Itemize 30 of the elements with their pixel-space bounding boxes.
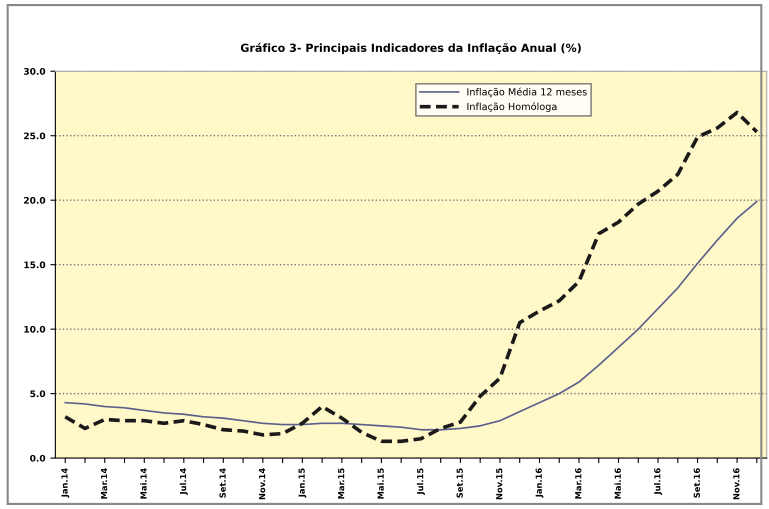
x-tick-label: Jan.16 [536,468,544,498]
chart-title: Gráfico 3- Principais Indicadores da Inflação Anual (%) [240,42,581,54]
legend-label: Inflação Média 12 meses [467,88,587,98]
x-tick-label: Mai.14 [140,468,147,499]
x-tick-label: Jan.15 [298,468,306,498]
line-series [63,110,759,444]
x-tick-label: Set.14 [219,468,226,498]
y-tick-label: 20.0 [24,196,46,204]
x-tick-label: Jul.16 [654,468,662,495]
y-tick-label: 15.0 [24,261,46,268]
line-series [64,200,758,431]
y-tick-label: 5.0 [30,390,46,398]
x-tick-label: Jul.14 [180,468,188,495]
x-tick-label: Mai.15 [377,468,384,499]
x-tick-label: Nov.15 [496,468,502,500]
x-tick-label: Set.16 [694,468,700,498]
x-tick-label: Jul.15 [416,468,425,495]
y-tick-label: 25.0 [24,132,46,140]
x-tick-label: Set.15 [456,468,463,498]
x-tick-label: Mar.16 [575,468,582,499]
x-tick-label: Jan.14 [61,468,70,498]
x-tick-label: Nov.14 [259,468,266,500]
y-tick-label: 10.0 [24,326,46,333]
y-tick-label: 0.0 [30,454,46,462]
x-tick-label: Nov.16 [733,468,740,500]
x-tick-label: Mar.15 [338,468,344,499]
x-tick-label: Mai.16 [614,468,621,499]
legend-label: Inflação Homóloga [467,102,556,112]
y-tick-label: 30.0 [24,68,46,75]
x-tick-label: Mar.14 [100,468,108,499]
